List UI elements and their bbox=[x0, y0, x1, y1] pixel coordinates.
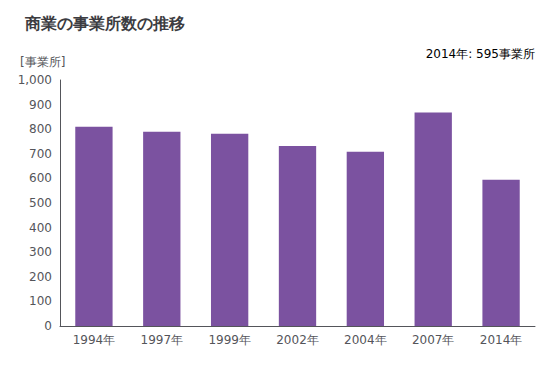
svg-text:2002年: 2002年 bbox=[276, 333, 319, 347]
svg-text:300: 300 bbox=[29, 245, 52, 259]
svg-text:[事業所]: [事業所] bbox=[20, 55, 65, 69]
svg-text:1997年: 1997年 bbox=[141, 333, 184, 347]
svg-text:600: 600 bbox=[29, 171, 52, 185]
svg-text:100: 100 bbox=[29, 294, 52, 308]
svg-text:200: 200 bbox=[29, 270, 52, 284]
svg-text:商業の事業所数の推移: 商業の事業所数の推移 bbox=[24, 14, 185, 33]
svg-text:500: 500 bbox=[29, 196, 52, 210]
svg-text:2007年: 2007年 bbox=[412, 333, 455, 347]
svg-text:800: 800 bbox=[29, 122, 52, 136]
svg-text:0: 0 bbox=[44, 319, 52, 333]
svg-text:900: 900 bbox=[29, 98, 52, 112]
svg-text:1994年: 1994年 bbox=[73, 333, 116, 347]
svg-text:2004年: 2004年 bbox=[344, 333, 387, 347]
svg-text:1999年: 1999年 bbox=[208, 333, 251, 347]
svg-text:700: 700 bbox=[29, 147, 52, 161]
svg-text:400: 400 bbox=[29, 221, 52, 235]
svg-text:2014年: 2014年 bbox=[480, 333, 523, 347]
svg-text:1,000: 1,000 bbox=[18, 73, 52, 87]
svg-text:2014年: 595事業所: 2014年: 595事業所 bbox=[426, 47, 535, 61]
